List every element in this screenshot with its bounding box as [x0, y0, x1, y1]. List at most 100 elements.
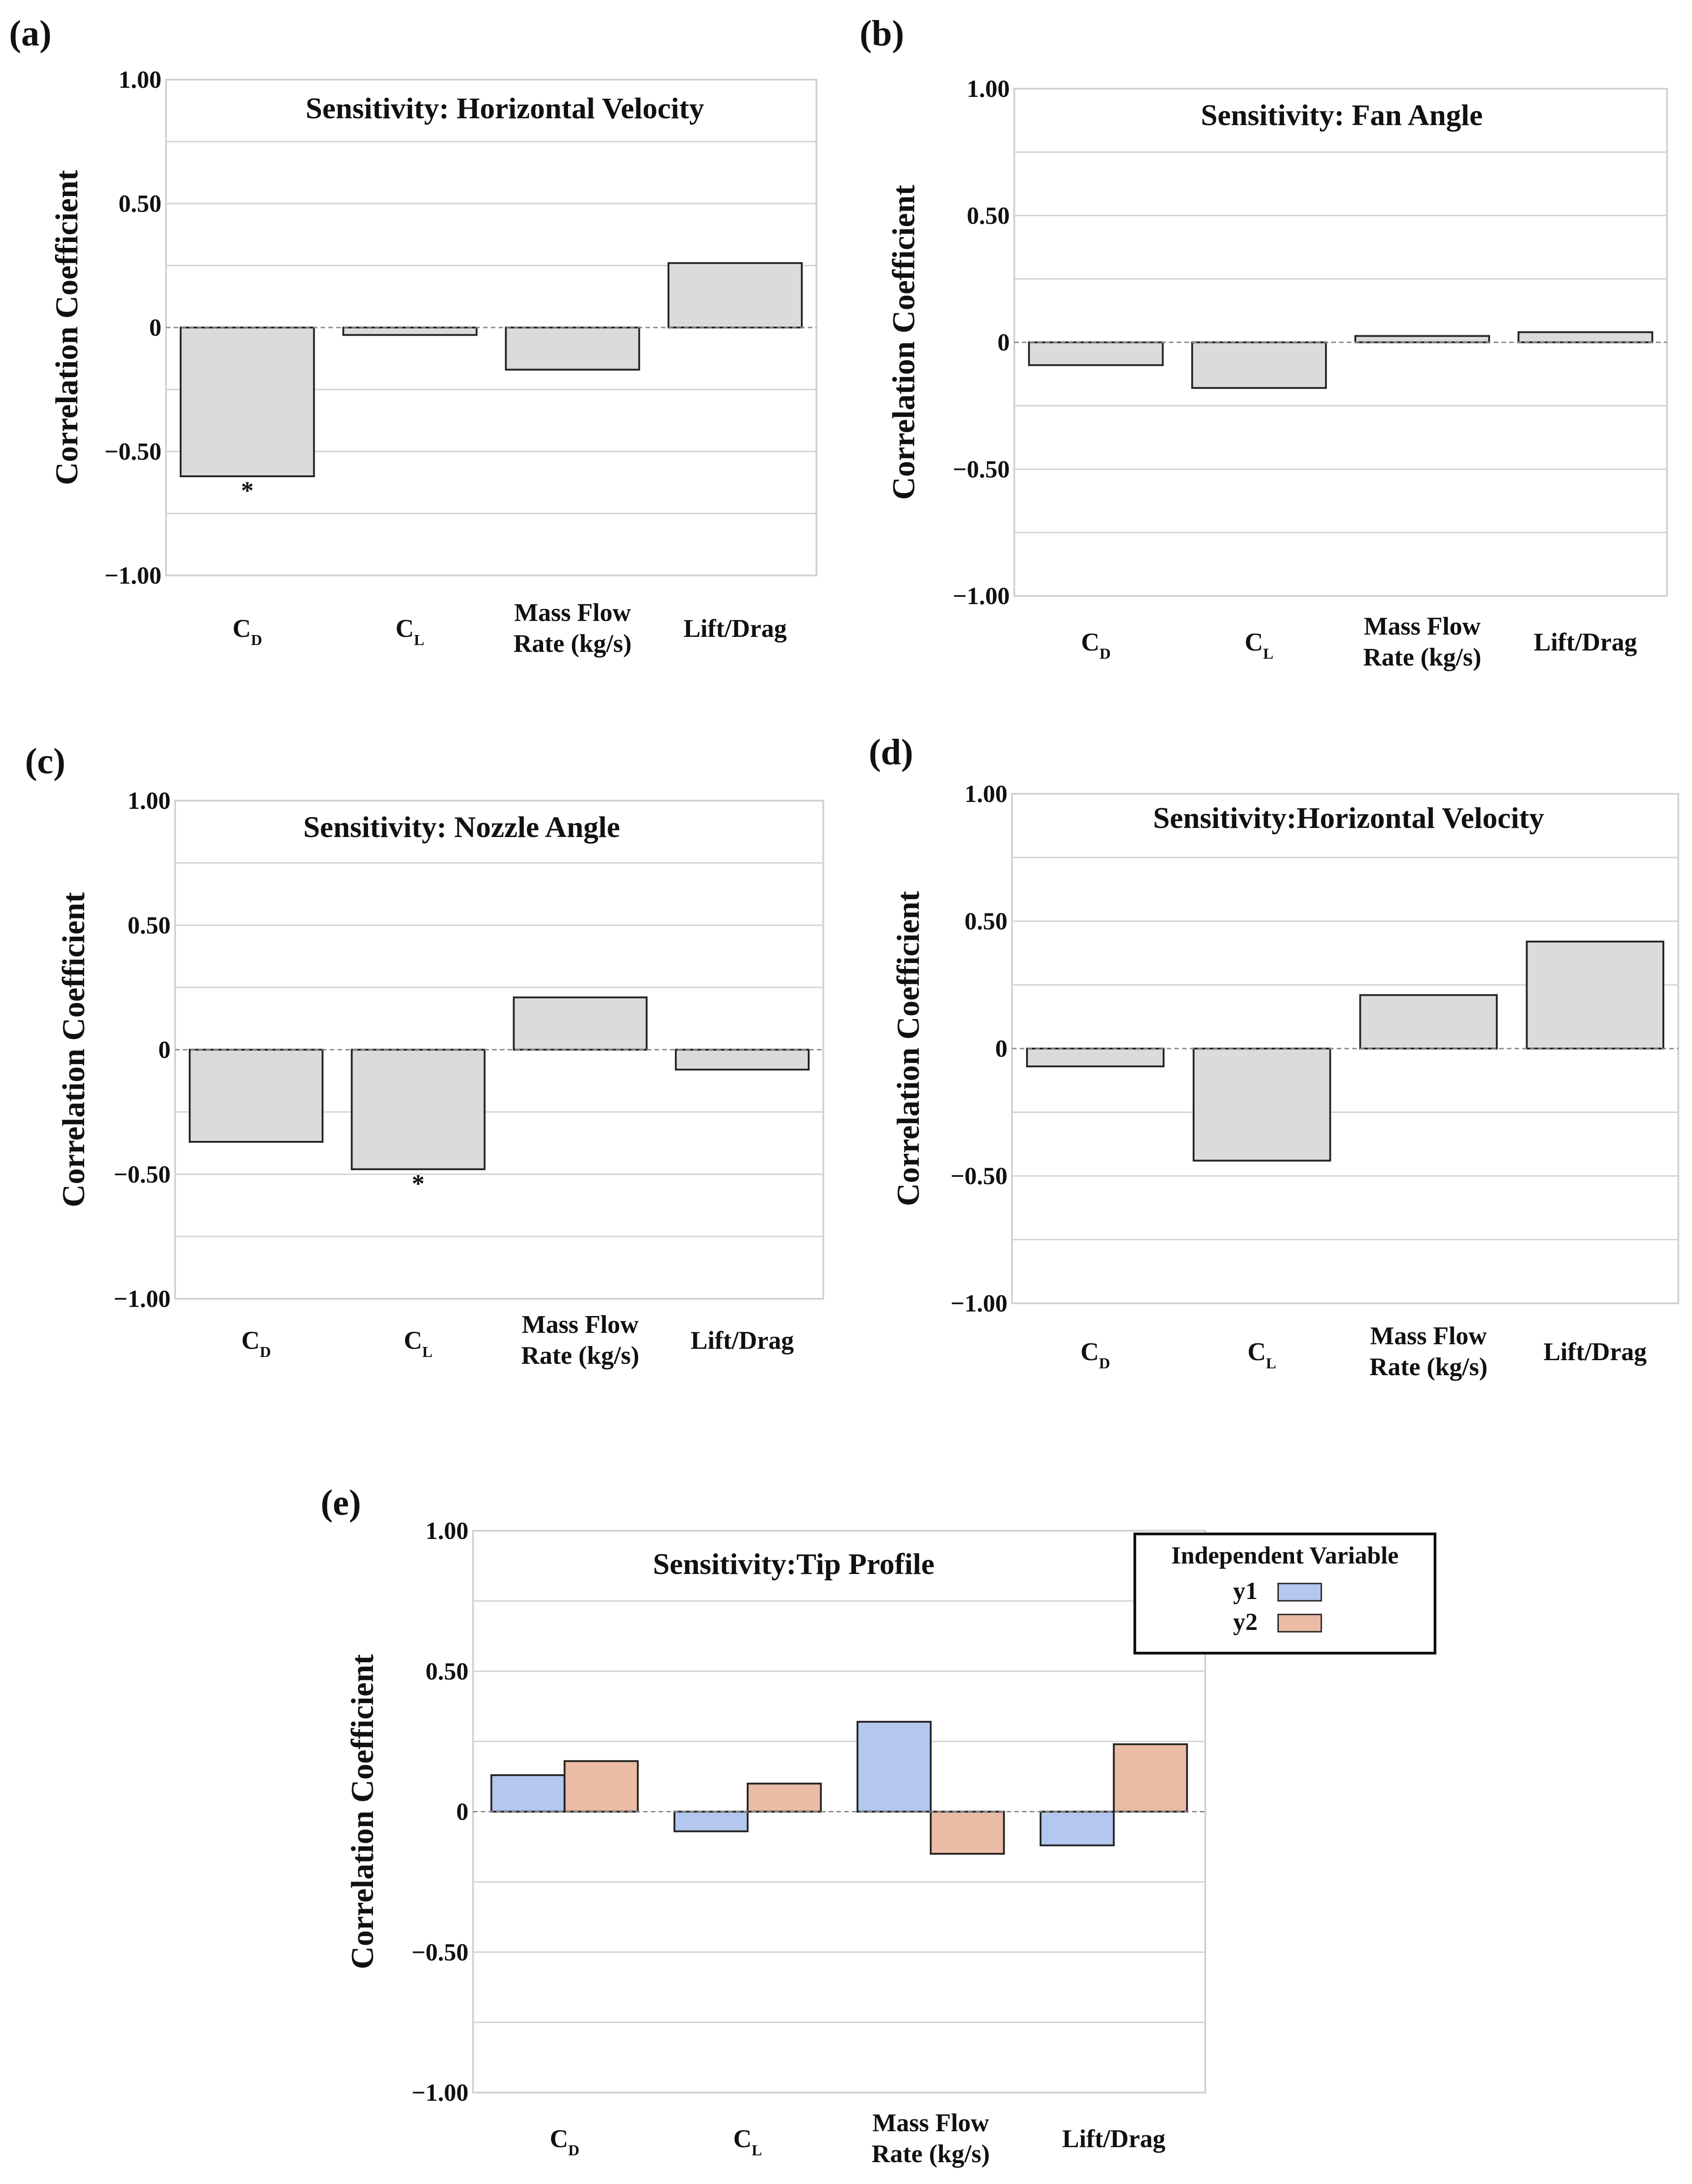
- category-label: CL: [396, 615, 424, 649]
- category-label: CL: [1245, 628, 1274, 662]
- bar-3[interactable]: [1517, 331, 1653, 343]
- bar-y2-1[interactable]: [746, 1782, 822, 1813]
- category-label-sub: D: [260, 1344, 271, 1361]
- y-tick-label: 0: [158, 1036, 171, 1064]
- bar-2[interactable]: [513, 996, 648, 1051]
- bar-2[interactable]: [505, 327, 640, 371]
- legend-swatch-y2: [1277, 1614, 1322, 1633]
- category-label: CD: [1081, 1338, 1110, 1372]
- y-tick-label: 1.00: [128, 787, 171, 814]
- bar-3[interactable]: [675, 1049, 810, 1071]
- bar-0[interactable]: [1026, 1048, 1165, 1068]
- category-label: Lift/Drag: [1062, 2125, 1165, 2153]
- panel-letter: (e): [321, 1483, 361, 1523]
- chart-panel-c: (c) 1.00 0.50 0 −0.50 −1.00 Correlation Coeffi…: [25, 741, 824, 1370]
- bar-0[interactable]: [1028, 341, 1164, 366]
- legend-label: y1: [1233, 1577, 1258, 1604]
- category-label: CL: [733, 2125, 762, 2159]
- bar-1[interactable]: [1193, 1048, 1331, 1162]
- panel-letter: (d): [869, 732, 913, 772]
- y-tick-label: 1.00: [119, 66, 162, 93]
- bar-y2-2[interactable]: [930, 1811, 1005, 1855]
- y-tick-label: −1.00: [953, 582, 1010, 610]
- category-label: CD: [550, 2125, 579, 2159]
- y-axis-label: Correlation Coefficient: [886, 185, 922, 500]
- category-label-sub: L: [752, 2142, 762, 2159]
- category-label-sub: L: [1266, 1355, 1276, 1372]
- y-tick-label: 1.00: [426, 1517, 469, 1544]
- y-tick-label: 0.50: [965, 908, 1008, 935]
- panel-letter: (a): [9, 14, 51, 54]
- category-label-main: C: [232, 615, 251, 643]
- chart-panel-b: (b) 1.00 0.50 0 −0.50 −1.00 Correlation Coeffi…: [860, 14, 1668, 671]
- category-label: Lift/Drag: [690, 1327, 794, 1355]
- legend-label: y2: [1233, 1608, 1258, 1635]
- y-tick-label: −0.50: [951, 1162, 1007, 1190]
- bar-1[interactable]: [342, 327, 478, 336]
- bar-2[interactable]: [1359, 994, 1498, 1049]
- y-tick-label: 0: [995, 1035, 1007, 1062]
- category-label: Lift/Drag: [1534, 628, 1637, 656]
- category-label-main: C: [404, 1327, 422, 1355]
- significance-marker: *: [241, 477, 254, 505]
- y-tick-label: 1.00: [965, 780, 1008, 807]
- legend-swatch-y1: [1277, 1583, 1322, 1602]
- significance-marker: *: [412, 1170, 424, 1198]
- y-tick-label: −0.50: [412, 1938, 468, 1966]
- y-tick-label: 0: [456, 1798, 468, 1826]
- bar-1[interactable]: [1191, 341, 1327, 389]
- category-label: CD: [1081, 628, 1111, 662]
- y-tick-label: 0.50: [119, 190, 162, 217]
- category-label: CL: [1248, 1338, 1276, 1372]
- chart-panel-d: (d) 1.00 0.50 0 −0.50 −1.00 Correlation Coeffi…: [869, 732, 1679, 1381]
- category-label: Rate (kg/s): [521, 1342, 640, 1370]
- chart-title: Sensitivity: Nozzle Angle: [303, 811, 620, 844]
- panel-letter: (c): [25, 741, 65, 782]
- category-label: Mass Flow: [872, 2109, 989, 2137]
- category-label-main: C: [1245, 628, 1263, 656]
- y-tick-label: 1.00: [967, 75, 1010, 102]
- category-label-sub: L: [422, 1344, 433, 1361]
- bar-0[interactable]: [189, 1049, 324, 1143]
- y-tick-label: −1.00: [114, 1285, 171, 1312]
- chart-title: Sensitivity: Horizontal Velocity: [306, 92, 704, 125]
- category-label: Lift/Drag: [684, 615, 787, 643]
- bar-y1-1[interactable]: [673, 1811, 749, 1832]
- y-tick-label: 0: [997, 329, 1010, 356]
- y-axis-label: Correlation Coefficient: [50, 170, 85, 485]
- y-tick-label: −1.00: [105, 562, 161, 589]
- y-tick-label: −0.50: [953, 455, 1010, 483]
- category-label-main: C: [733, 2125, 751, 2153]
- category-label-main: C: [1248, 1338, 1266, 1366]
- bar-y1-3[interactable]: [1039, 1811, 1115, 1846]
- category-label-sub: D: [568, 2142, 579, 2159]
- bar-y2-0[interactable]: [564, 1760, 639, 1813]
- bar-3[interactable]: [667, 262, 803, 328]
- bar-3[interactable]: [1526, 940, 1665, 1050]
- y-tick-label: 0.50: [426, 1658, 469, 1685]
- y-tick-label: 0.50: [128, 912, 171, 939]
- category-label: Mass Flow: [1370, 1322, 1487, 1350]
- category-label-main: C: [396, 615, 414, 643]
- chart-panel-e: (e) 1.00 0.50 0 −0.50 −1.00 Correlation Coeffi…: [321, 1483, 1436, 2168]
- bar-1[interactable]: [351, 1049, 486, 1170]
- category-label-sub: D: [251, 632, 262, 649]
- category-label: CD: [242, 1327, 271, 1361]
- y-tick-label: −1.00: [412, 2079, 468, 2106]
- category-label: Rate (kg/s): [1363, 643, 1481, 671]
- category-label: CD: [232, 615, 262, 649]
- category-label: Mass Flow: [522, 1311, 639, 1339]
- panel-letter: (b): [860, 14, 904, 54]
- chart-title: Sensitivity: Fan Angle: [1201, 99, 1483, 132]
- y-tick-label: 0: [149, 314, 161, 341]
- chart-panel-a: (a) 1.00 0.50 0 −0.50 −1.00 Correlation Coeffi…: [9, 14, 817, 658]
- bar-y1-0[interactable]: [490, 1774, 566, 1813]
- bar-y1-2[interactable]: [856, 1720, 932, 1813]
- y-axis-label: Correlation Coefficient: [56, 892, 91, 1207]
- bar-y2-3[interactable]: [1113, 1743, 1188, 1813]
- bar-0[interactable]: [180, 327, 315, 477]
- bar-2[interactable]: [1354, 335, 1490, 343]
- category-label-main: C: [242, 1327, 260, 1355]
- legend-title: Independent Variable: [1171, 1542, 1399, 1569]
